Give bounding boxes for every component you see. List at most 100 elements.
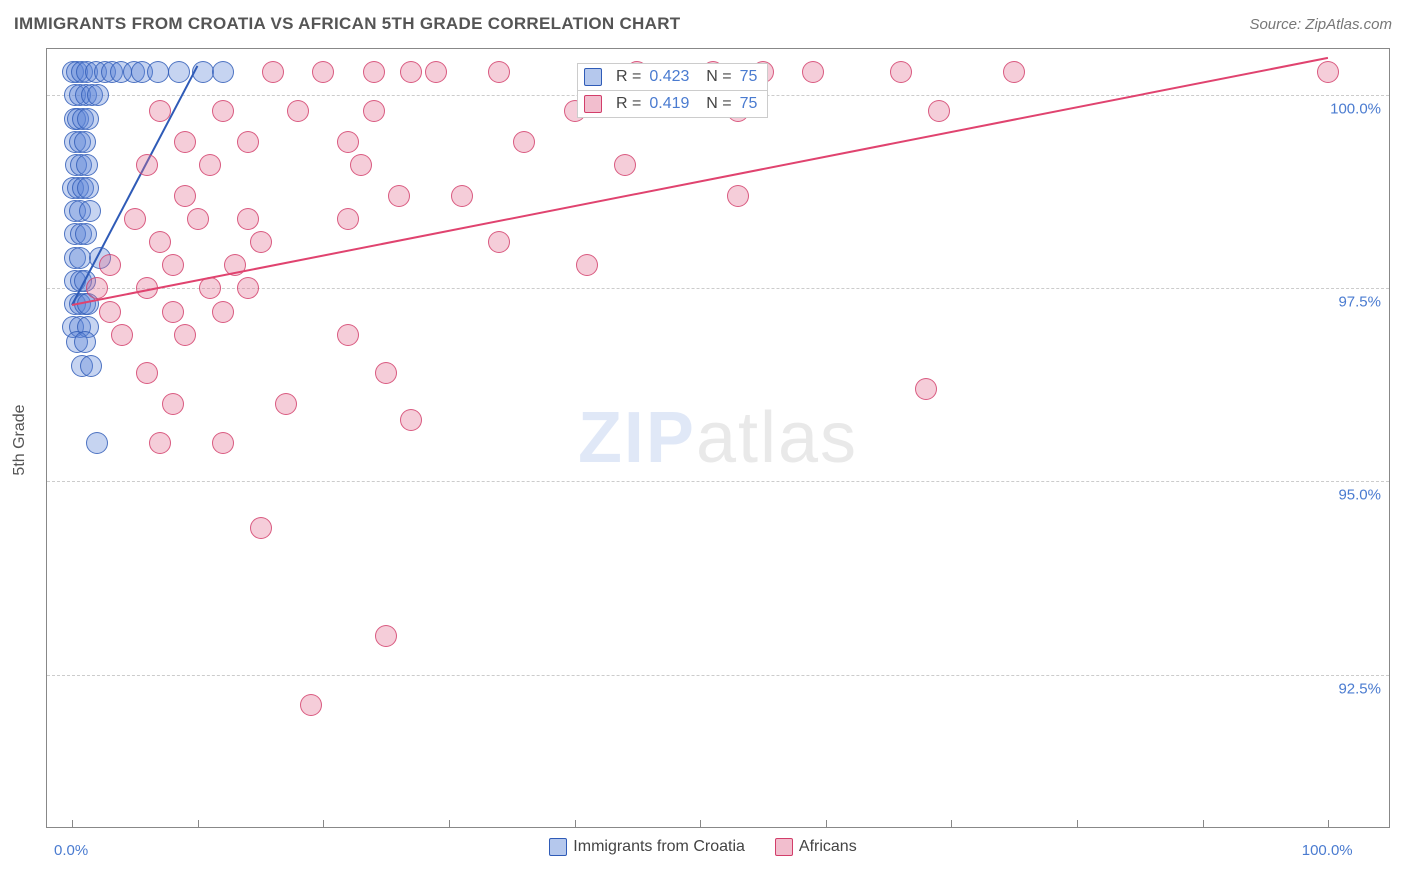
- data-point-africans: [162, 254, 184, 276]
- data-point-africans: [375, 625, 397, 647]
- correlation-row-croatia: R = 0.423 N = 75: [578, 64, 767, 91]
- data-point-africans: [350, 154, 372, 176]
- data-point-africans: [388, 185, 410, 207]
- data-point-africans: [890, 61, 912, 83]
- n-value-africans: 75: [740, 95, 758, 113]
- y-tick-label: 95.0%: [1338, 487, 1381, 504]
- r-label: R =: [616, 68, 641, 86]
- data-point-africans: [337, 208, 359, 230]
- data-point-africans: [614, 154, 636, 176]
- data-point-africans: [275, 393, 297, 415]
- data-point-croatia: [80, 355, 102, 377]
- x-tick: [575, 820, 576, 828]
- data-point-africans: [149, 231, 171, 253]
- data-point-africans: [174, 185, 196, 207]
- n-label: N =: [697, 95, 731, 113]
- data-point-africans: [99, 301, 121, 323]
- x-tick: [1328, 820, 1329, 828]
- data-point-africans: [312, 61, 334, 83]
- data-point-africans: [451, 185, 473, 207]
- plot-area: 100.0%97.5%95.0%92.5%R = 0.423 N = 75R =…: [46, 48, 1390, 828]
- data-point-africans: [576, 254, 598, 276]
- data-point-africans: [363, 100, 385, 122]
- data-point-africans: [300, 694, 322, 716]
- x-tick: [826, 820, 827, 828]
- data-point-africans: [400, 409, 422, 431]
- legend-label-africans: Africans: [799, 838, 857, 855]
- data-point-africans: [212, 301, 234, 323]
- data-point-africans: [337, 324, 359, 346]
- data-point-croatia: [69, 247, 91, 269]
- data-point-africans: [400, 61, 422, 83]
- data-point-croatia: [77, 108, 99, 130]
- legend-item-croatia: Immigrants from Croatia: [549, 838, 745, 856]
- data-point-africans: [513, 131, 535, 153]
- data-point-africans: [149, 432, 171, 454]
- data-point-africans: [250, 517, 272, 539]
- data-point-africans: [212, 100, 234, 122]
- data-point-africans: [425, 61, 447, 83]
- x-tick: [700, 820, 701, 828]
- r-value-croatia: 0.423: [649, 68, 689, 86]
- data-point-africans: [250, 231, 272, 253]
- legend-swatch-africans: [584, 95, 602, 113]
- n-value-croatia: 75: [740, 68, 758, 86]
- x-tick: [449, 820, 450, 828]
- data-point-africans: [212, 432, 234, 454]
- data-point-croatia: [75, 223, 97, 245]
- data-point-africans: [928, 100, 950, 122]
- correlation-row-africans: R = 0.419 N = 75: [578, 91, 767, 117]
- legend-item-africans: Africans: [775, 838, 857, 856]
- data-point-africans: [187, 208, 209, 230]
- x-tick: [1203, 820, 1204, 828]
- legend-swatch-croatia: [549, 838, 567, 856]
- x-tick: [198, 820, 199, 828]
- data-point-croatia: [77, 177, 99, 199]
- r-value-africans: 0.419: [649, 95, 689, 113]
- data-point-africans: [136, 154, 158, 176]
- data-point-africans: [237, 131, 259, 153]
- gridline: [47, 675, 1389, 676]
- data-point-africans: [199, 154, 221, 176]
- x-tick-label: 100.0%: [1302, 842, 1353, 859]
- data-point-africans: [162, 393, 184, 415]
- x-tick: [72, 820, 73, 828]
- data-point-africans: [375, 362, 397, 384]
- legend: Immigrants from Croatia Africans: [0, 838, 1406, 856]
- data-point-africans: [802, 61, 824, 83]
- x-tick-label: 0.0%: [54, 842, 88, 859]
- data-point-africans: [287, 100, 309, 122]
- data-point-africans: [99, 254, 121, 276]
- data-point-africans: [162, 301, 184, 323]
- x-tick: [951, 820, 952, 828]
- chart-title: IMMIGRANTS FROM CROATIA VS AFRICAN 5TH G…: [14, 14, 680, 34]
- data-point-africans: [1317, 61, 1339, 83]
- x-tick: [323, 820, 324, 828]
- data-point-croatia: [79, 200, 101, 222]
- data-point-africans: [124, 208, 146, 230]
- source-label: Source: ZipAtlas.com: [1249, 16, 1392, 33]
- data-point-africans: [111, 324, 133, 346]
- legend-swatch-africans: [775, 838, 793, 856]
- data-point-africans: [262, 61, 284, 83]
- data-point-croatia: [86, 432, 108, 454]
- data-point-croatia: [212, 61, 234, 83]
- y-axis-label: 5th Grade: [11, 404, 29, 475]
- data-point-africans: [915, 378, 937, 400]
- data-point-croatia: [76, 154, 98, 176]
- y-tick-label: 100.0%: [1330, 101, 1381, 118]
- r-label: R =: [616, 95, 641, 113]
- data-point-africans: [1003, 61, 1025, 83]
- gridline: [47, 481, 1389, 482]
- data-point-africans: [237, 208, 259, 230]
- data-point-croatia: [147, 61, 169, 83]
- n-label: N =: [697, 68, 731, 86]
- data-point-africans: [199, 277, 221, 299]
- data-point-africans: [136, 362, 158, 384]
- legend-swatch-croatia: [584, 68, 602, 86]
- data-point-africans: [337, 131, 359, 153]
- legend-label-croatia: Immigrants from Croatia: [573, 838, 745, 855]
- data-point-africans: [237, 277, 259, 299]
- data-point-croatia: [168, 61, 190, 83]
- data-point-africans: [174, 324, 196, 346]
